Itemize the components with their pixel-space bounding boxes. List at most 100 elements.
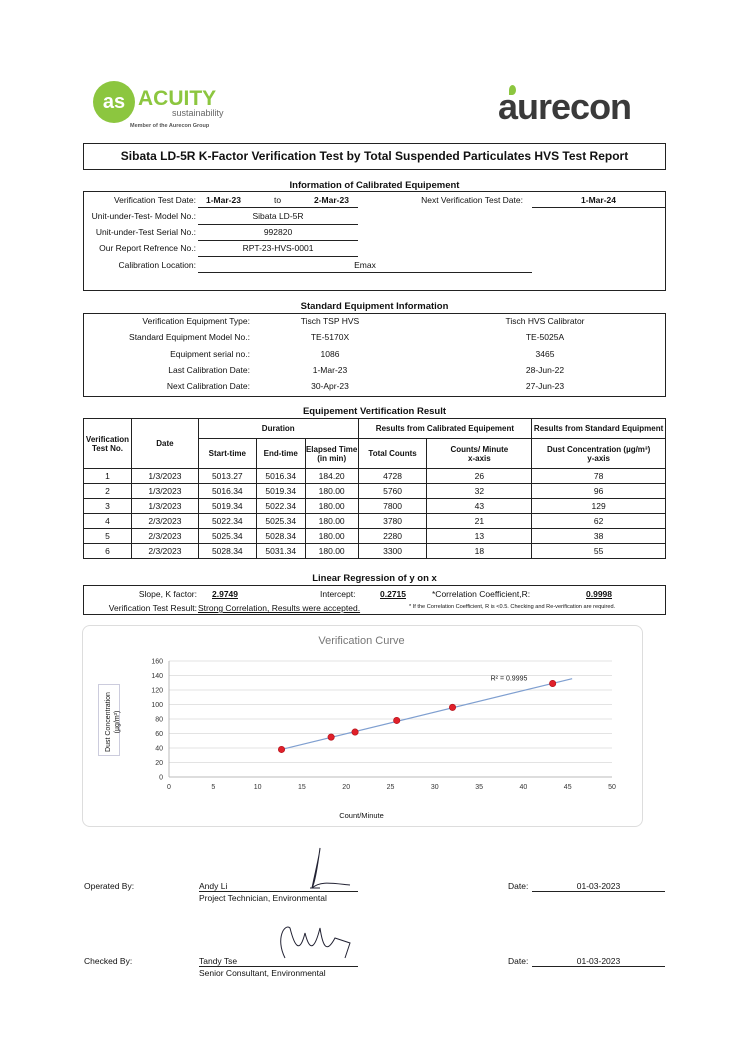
regression-heading: Linear Regression of y on x xyxy=(312,573,437,584)
header-end: End-time xyxy=(255,438,306,469)
standard-row-label: Equipment serial no.: xyxy=(170,348,250,359)
header-dust: Dust Concentration (µg/m³) y-axis xyxy=(531,438,666,469)
table-cell: 5028.34 xyxy=(197,543,257,559)
calibrated-heading: Information of Calibrated Equipement xyxy=(289,180,460,191)
standard-box xyxy=(83,313,666,397)
report-ref-value: RPT-23-HVS-0001 xyxy=(242,243,314,253)
x-tick-label: 15 xyxy=(298,784,306,791)
signature xyxy=(310,847,351,889)
regression-box xyxy=(83,585,666,615)
title-box xyxy=(83,143,666,170)
standard-value-hvs: 30-Apr-23 xyxy=(311,381,349,392)
test-date-label: Verification Test Date: xyxy=(113,195,196,205)
r-label: *Correlation Coefficient,R: xyxy=(432,589,531,599)
y-tick-label: 160 xyxy=(151,659,163,666)
standard-value-calibrator: 28-Jun-22 xyxy=(525,364,565,375)
y-tick-label: 80 xyxy=(155,717,163,724)
acuity-logo-mark: as xyxy=(93,81,135,123)
acuity-tagline: Member of the Aurecon Group xyxy=(130,123,210,129)
x-tick-label: 30 xyxy=(431,784,439,791)
x-axis-label: Count/Minute xyxy=(339,811,384,820)
standard-value-calibrator: Tisch HVS Calibrator xyxy=(505,316,585,326)
x-tick-label: 5 xyxy=(211,784,215,791)
signoff-role: Senior Consultant, Environmental xyxy=(199,968,326,978)
table-row: 4 2/3/2023 5022.34 5025.34 180.00 3780 21 62 xyxy=(83,513,666,529)
x-tick-label: 0 xyxy=(167,784,171,791)
standard-value-calibrator: TE-5025A xyxy=(525,332,565,343)
underline xyxy=(198,272,532,273)
data-point xyxy=(549,679,557,687)
serial-label: Unit-under-Test Serial No.: xyxy=(95,227,196,237)
standard-row-label: Standard Equipment Model No.: xyxy=(129,332,250,343)
x-tick-label: 10 xyxy=(254,784,262,791)
calibrated-box xyxy=(83,191,666,291)
header-test-no: Verification Test No. xyxy=(83,418,132,469)
aurecon-logo-text: aurecon xyxy=(498,86,632,127)
results-heading: Equipement Vertification Result xyxy=(302,406,447,417)
intercept-value: 0.2715 xyxy=(380,589,406,599)
intercept-label: Intercept: xyxy=(320,589,356,599)
header-elapsed: Elapsed Time (in min) xyxy=(304,438,359,469)
x-tick-label: 50 xyxy=(608,784,616,791)
standard-value-hvs: 1-Mar-23 xyxy=(312,364,348,375)
signoff-name: Tandy Tse xyxy=(199,956,238,966)
trendline xyxy=(281,678,573,750)
acuity-logo-sub: sustainability xyxy=(172,108,224,118)
standard-value-hvs: 1086 xyxy=(320,348,340,359)
aurecon-leaf-icon xyxy=(509,85,516,95)
chart-frame xyxy=(82,625,643,827)
table-cell: 6 xyxy=(83,543,132,559)
standard-row-label: Next Calibration Date: xyxy=(166,381,250,392)
y-tick-label: 120 xyxy=(151,688,163,695)
location-label: Calibration Location: xyxy=(118,260,197,270)
report-ref-label: Our Report Refrence No.: xyxy=(99,243,196,253)
slope-value: 2.9749 xyxy=(212,589,238,599)
header-date: Date xyxy=(130,418,199,469)
y-tick-label: 0 xyxy=(159,775,163,782)
signature-line xyxy=(199,891,358,892)
slope-label: Slope, K factor: xyxy=(138,589,197,599)
y-tick-label: 60 xyxy=(155,731,163,738)
standard-value-calibrator: 27-Jun-23 xyxy=(525,381,565,392)
signoff-label: Checked By: xyxy=(84,956,133,966)
to-label: to xyxy=(274,195,282,205)
standard-row-label: Verification Equipment Type: xyxy=(142,316,250,326)
signature-line xyxy=(199,966,358,967)
table-row: 6 2/3/2023 5028.34 5031.34 180.00 3300 18 55 xyxy=(83,543,666,559)
test-date-from: 1-Mar-23 xyxy=(206,195,241,205)
svg-text:as: as xyxy=(103,91,125,113)
standard-value-hvs: TE-5170X xyxy=(310,332,350,343)
standard-value-hvs: Tisch TSP HVS xyxy=(300,316,360,326)
model-value: Sibata LD-5R xyxy=(252,211,304,221)
data-point xyxy=(351,728,359,736)
data-point xyxy=(327,733,335,741)
underline xyxy=(198,240,358,241)
x-tick-label: 25 xyxy=(387,784,395,791)
underline xyxy=(532,207,665,208)
x-tick-label: 45 xyxy=(564,784,572,791)
x-tick-label: 35 xyxy=(475,784,483,791)
header-total: Total Counts xyxy=(357,438,428,469)
regression-note: * If the Correlation Coefficient, R is <… xyxy=(409,604,616,610)
table-row: 5 2/3/2023 5025.34 5028.34 180.00 2280 13 38 xyxy=(83,528,666,544)
signature xyxy=(280,926,351,959)
table-cell: 55 xyxy=(531,543,666,559)
signoff-date: 01-03-2023 xyxy=(576,956,621,966)
standard-value-calibrator: 3465 xyxy=(535,348,555,359)
underline xyxy=(198,207,358,208)
test-date-to: 2-Mar-23 xyxy=(314,195,349,205)
y-tick-label: 40 xyxy=(155,746,163,753)
date-label: Date: xyxy=(508,881,529,891)
date-line xyxy=(532,966,665,967)
report-title: Sibata LD-5R K-Factor Verification Test … xyxy=(120,149,629,163)
chart-title: Verification Curve xyxy=(318,635,405,647)
x-tick-label: 20 xyxy=(342,784,350,791)
signoff-label: Operated By: xyxy=(84,881,135,891)
table-cell: 5031.34 xyxy=(255,543,306,559)
signoff-name: Andy Li xyxy=(199,881,228,891)
location-value: Emax xyxy=(354,260,376,270)
table-cell: 3300 xyxy=(357,543,428,559)
date-line xyxy=(532,891,665,892)
result-label: Verification Test Result: xyxy=(108,603,197,613)
